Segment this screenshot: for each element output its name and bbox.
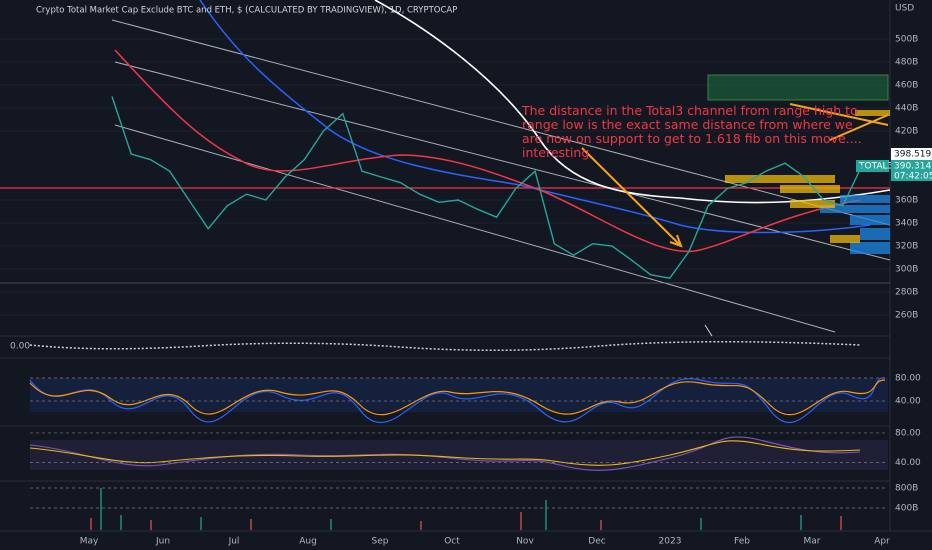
x-tick-label: 2023 [659, 537, 682, 547]
price-badge [891, 148, 932, 160]
ma-200 [374, 0, 891, 204]
x-tick-label: Aug [299, 537, 317, 547]
countdown: 07:42:05 [894, 172, 932, 182]
oscillator [29, 340, 861, 352]
indicator-tick-label: 80.00 [895, 428, 921, 438]
price-line [111, 96, 863, 279]
annotation: interesting [522, 145, 589, 160]
y-tick-label: 460B [895, 80, 918, 90]
price-badge [891, 160, 932, 181]
x-tick-label: Nov [516, 537, 534, 547]
y-tick-label: 500B [895, 34, 918, 44]
y-tick-label: 420B [895, 126, 918, 136]
x-tick-label: Mar [804, 537, 821, 547]
y-tick-label: 340B [895, 218, 918, 228]
symbol-badge [856, 160, 889, 172]
indicator-tick-label: 40.00 [895, 397, 921, 407]
x-tick-label: Apr [874, 537, 890, 547]
volume-bars [90, 512, 842, 530]
y-tick-label: 480B [895, 57, 918, 67]
indicator-tick-label: 40.00 [895, 458, 921, 468]
volume-profile [725, 110, 890, 243]
y-tick-label: 320B [895, 241, 918, 251]
indicator-tick-label: 80.00 [895, 374, 921, 384]
x-tick-label: Jul [228, 537, 240, 547]
stoch-k [29, 377, 886, 424]
high-price: 398.519B [894, 150, 932, 160]
band [30, 440, 888, 470]
volume-bars [100, 488, 802, 530]
x-tick-label: Dec [588, 537, 605, 547]
x-tick-label: May [80, 537, 99, 547]
y-tick-label: 360B [895, 195, 918, 205]
arrow [581, 103, 889, 248]
y-tick-label: 300B [895, 264, 918, 274]
annotation: range low is the exact same distance fro… [522, 117, 853, 132]
chart-title: Crypto Total Market Cap Exclude BTC and … [36, 6, 457, 16]
annotation: are now on support to get to 1.618 fib o… [522, 131, 862, 146]
ma-50 [114, 49, 861, 253]
symbol: TOTAL3 [858, 162, 893, 172]
currency: USD [895, 4, 914, 14]
x-tick-label: Jun [155, 537, 170, 547]
indicator-value: 0.00 [10, 342, 30, 352]
rsi-ma [29, 440, 861, 466]
indicator-tick-label: 400B [895, 504, 918, 514]
rsi [29, 436, 861, 471]
x-tick-label: Oct [444, 537, 460, 547]
channel [111, 19, 891, 333]
stoch-d [29, 379, 886, 416]
x-tick-label: Sep [372, 537, 389, 547]
x-tick-label: Feb [734, 537, 750, 547]
volume-profile [820, 195, 890, 254]
y-tick-label: 280B [895, 287, 918, 297]
zone [707, 74, 889, 101]
annotation: The distance in the Total3 channel from … [521, 103, 858, 118]
mark [704, 324, 713, 337]
y-tick-label: 440B [895, 103, 918, 113]
indicator-tick-label: 800B [895, 484, 918, 494]
y-tick-label: 260B [895, 310, 918, 320]
last-price: 390.314B [894, 162, 932, 172]
